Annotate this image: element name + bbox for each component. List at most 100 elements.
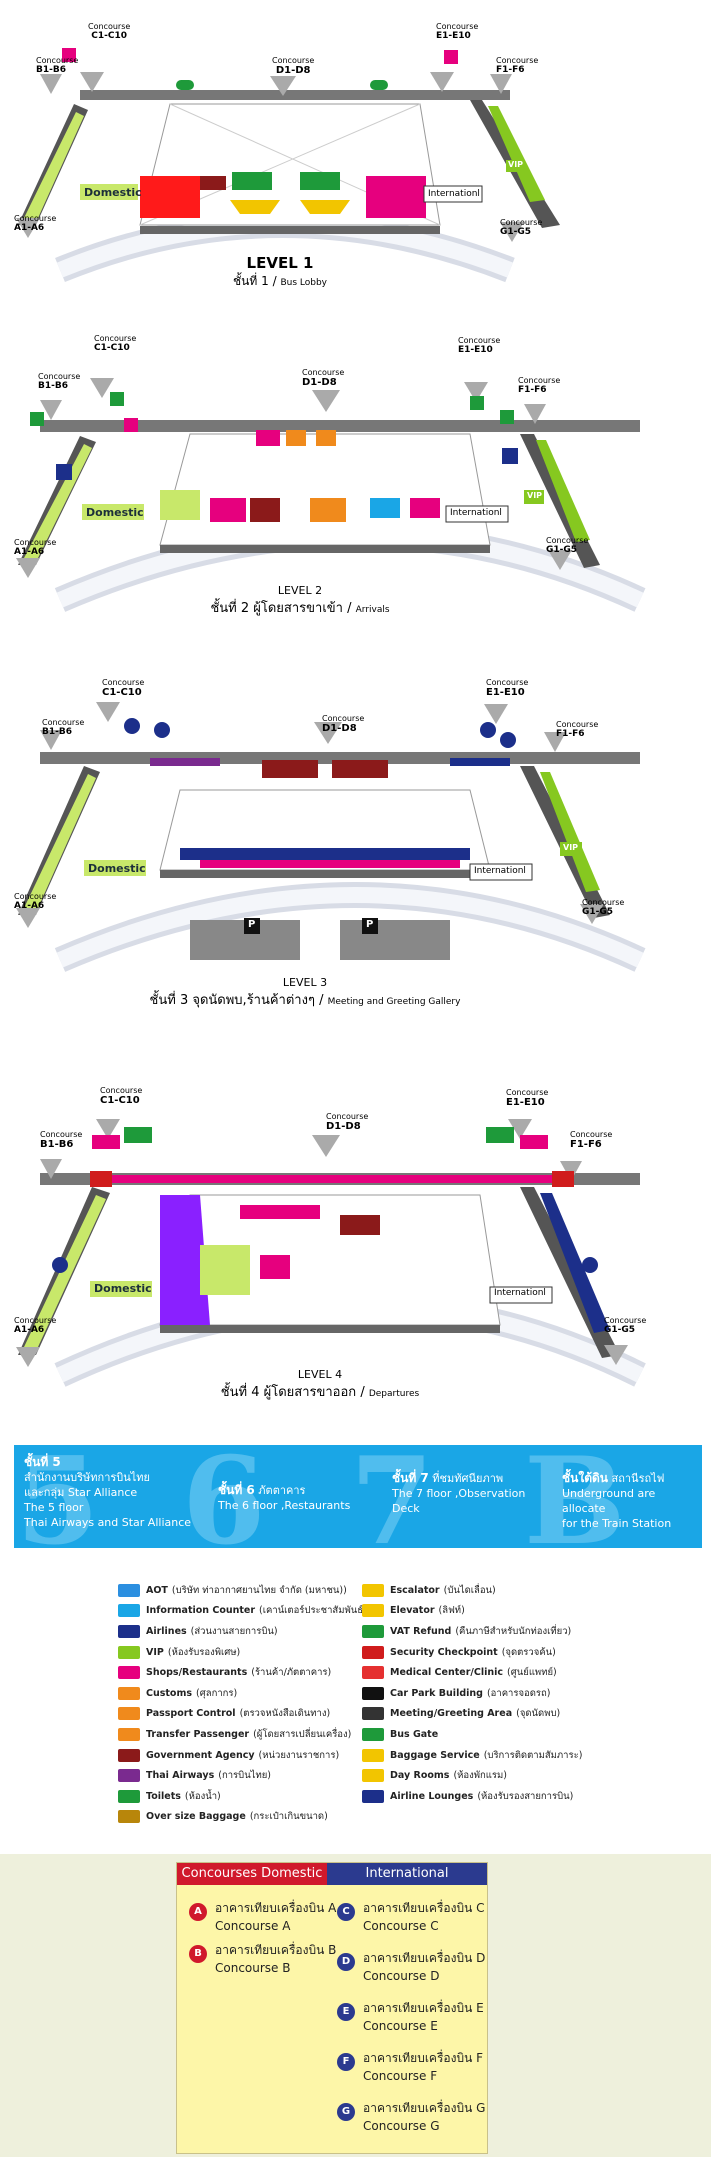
concourse-text: อาคารเทียบเครื่องบิน A Concourse A (215, 1899, 336, 1935)
upper-floors-strip: 5 6 7 B ชั้นที่ 5 สำนักงานบริษัทการบินไท… (14, 1445, 702, 1548)
floor-b-info: ชั้นใต้ดิน สถานีรถไฟ Underground are all… (562, 1471, 672, 1530)
legend-label: Toilets (146, 1790, 181, 1802)
international-header: International (327, 1863, 487, 1885)
concourse-eng: Concourse G (363, 2119, 440, 2133)
legend-label: Airline Lounges (390, 1790, 474, 1802)
legend-label: Medical Center/Clinic (390, 1667, 504, 1679)
level-3-map (16, 702, 646, 972)
legend-label: Baggage Service (390, 1749, 480, 1761)
concourse-item: D อาคารเทียบเครื่องบิน D Concourse D (337, 1949, 485, 1985)
concourse-eng: Concourse C (363, 1919, 439, 1933)
l4-concourse-d: Concourse D1-D8 (326, 1112, 369, 1132)
legend-thai: (ตรวจหนังสือเดินทาง) (239, 1708, 331, 1720)
concourse-eng: Concourse B (215, 1961, 291, 1975)
concourse-letter-badge: C (337, 1903, 355, 1921)
legend-item: Over size Baggage (กระเป๋าเกินขนาด) (118, 1807, 367, 1828)
legend-icon (362, 1624, 384, 1638)
l4-concourse-g: Concourse G1-G5 (604, 1316, 647, 1335)
legend-label: Information Counter (146, 1605, 256, 1617)
l1-concourse-d: Concourse D1-D8 (272, 56, 315, 76)
level-4-map (16, 1119, 646, 1387)
concourse-text: อาคารเทียบเครื่องบิน G Concourse G (363, 2099, 485, 2135)
l1-title: LEVEL 1 ชั้นที่ 1 / Bus Lobby (233, 254, 327, 288)
legend-item: Airlines (ส่วนงานสายการบิน) (118, 1621, 367, 1642)
legend-icon (118, 1583, 140, 1597)
l4-concourse-a: Concourse A1-A6 (14, 1316, 57, 1335)
legend-icon (362, 1727, 384, 1741)
legend-label: Transfer Passenger (146, 1728, 250, 1740)
legend-icon (118, 1727, 140, 1741)
concourse-eng: Concourse F (363, 2069, 438, 2083)
legend-item: Transfer Passenger (ผู้โดยสารเปลี่ยนเครื่… (118, 1724, 367, 1745)
concourse-text: อาคารเทียบเครื่องบิน B Concourse B (215, 1941, 336, 1977)
floor-7-digit: 7 (350, 1445, 434, 1548)
l1-concourse-c: Concourse C1-C10 (88, 22, 131, 41)
l1-international: Internationl (428, 189, 480, 199)
l3-concourse-a: Concourse A1-A6 (14, 892, 57, 911)
level-1-map (14, 12, 560, 296)
l4-concourse-e: Concourse E1-E10 (506, 1088, 549, 1108)
concourse-item: C อาคารเทียบเครื่องบิน C Concourse C (337, 1899, 484, 1935)
legend-item: VAT Refund (คืนภาษีสำหรับนักท่องเที่ยว) (362, 1621, 582, 1642)
legend-label: AOT (146, 1584, 168, 1596)
legend-thai: (กระเป๋าเกินขนาด) (249, 1811, 328, 1823)
legend-label: Over size Baggage (146, 1811, 246, 1823)
legend-item: Meeting/Greeting Area (จุดนัดพบ) (362, 1704, 582, 1725)
legend-item: Customs (ศุลกากร) (118, 1683, 367, 1704)
legend-label: Escalator (390, 1584, 440, 1596)
l2-vip: VIP (527, 491, 543, 500)
l3-vip: VIP (563, 843, 579, 852)
l1-vip: VIP (508, 160, 524, 169)
legend-thai: (ห้องรับรองสายการบิน) (477, 1790, 574, 1802)
concourse-thai: อาคารเทียบเครื่องบิน C (363, 1901, 485, 1915)
legend-thai: (ห้องน้ำ) (184, 1790, 221, 1802)
legend-icon (362, 1707, 384, 1721)
legend-item: Escalator (บันไดเลื่อน) (362, 1580, 582, 1601)
domestic-header: Concourses Domestic (177, 1863, 327, 1885)
legend-icon (118, 1810, 140, 1824)
legend-item: Thai Airways (การบินไทย) (118, 1765, 367, 1786)
legend-icon (362, 1645, 384, 1659)
legend-icon (362, 1769, 384, 1783)
concourse-letter-badge: D (337, 1953, 355, 1971)
map-legend: AOT (บริษัท ท่าอากาศยานไทย จำกัด (มหาชน))… (118, 1580, 588, 1830)
terminal-maps (14, 12, 646, 1387)
l4-title: LEVEL 4 ชั้นที่ 4 ผู้โดยสารขาออก / Depar… (220, 1368, 420, 1400)
legend-icon (118, 1624, 140, 1638)
legend-thai: (ลิฟท์) (438, 1605, 465, 1617)
legend-icon (118, 1748, 140, 1762)
l3-concourse-d: Concourse D1-D8 (322, 714, 365, 734)
legend-label: Customs (146, 1687, 193, 1699)
legend-icon (362, 1604, 384, 1618)
l1-domestic: Domestic (84, 186, 142, 199)
legend-icon (118, 1769, 140, 1783)
legend-thai: (บริษัท ท่าอากาศยานไทย จำกัด (มหาชน)) (171, 1584, 347, 1596)
concourse-thai: อาคารเทียบเครื่องบิน B (215, 1943, 337, 1957)
concourse-table: Concourses Domestic International A อาคาร… (176, 1862, 488, 2154)
concourse-eng: Concourse A (215, 1919, 291, 1933)
l4-international: Internationl (494, 1288, 546, 1298)
concourse-letter-badge: B (189, 1945, 207, 1963)
legend-icon (118, 1789, 140, 1803)
legend-thai: (ส่วนงานสายการบิน) (190, 1625, 278, 1637)
concourse-item: G อาคารเทียบเครื่องบิน G Concourse G (337, 2099, 485, 2135)
legend-left: AOT (บริษัท ท่าอากาศยานไทย จำกัด (มหาชน))… (118, 1580, 367, 1827)
legend-label: Day Rooms (390, 1770, 450, 1782)
legend-icon (362, 1789, 384, 1803)
concourse-letter-badge: E (337, 2003, 355, 2021)
legend-item: Passport Control (ตรวจหนังสือเดินทาง) (118, 1704, 367, 1725)
concourse-text: อาคารเทียบเครื่องบิน F Concourse F (363, 2049, 483, 2085)
l2-title: LEVEL 2 ชั้นที่ 2 ผู้โดยสารขาเข้า / Arri… (210, 584, 390, 616)
legend-icon (118, 1645, 140, 1659)
legend-item: Car Park Building (อาคารจอดรถ) (362, 1683, 582, 1704)
legend-label: Shops/Restaurants (146, 1667, 248, 1679)
l1-concourse-g: Concourse G1-G5 (500, 218, 543, 237)
l3-concourse-g: Concourse G1-G5 (582, 898, 625, 917)
legend-item: Medical Center/Clinic (ศูนย์แพทย์) (362, 1662, 582, 1683)
concourse-eng: Concourse E (363, 2019, 438, 2033)
concourse-letter-badge: G (337, 2103, 355, 2121)
legend-icon (118, 1707, 140, 1721)
legend-item: Information Counter (เคาน์เตอร์ประชาสัมพั… (118, 1601, 367, 1622)
legend-label: Elevator (390, 1605, 435, 1617)
legend-icon (362, 1748, 384, 1762)
